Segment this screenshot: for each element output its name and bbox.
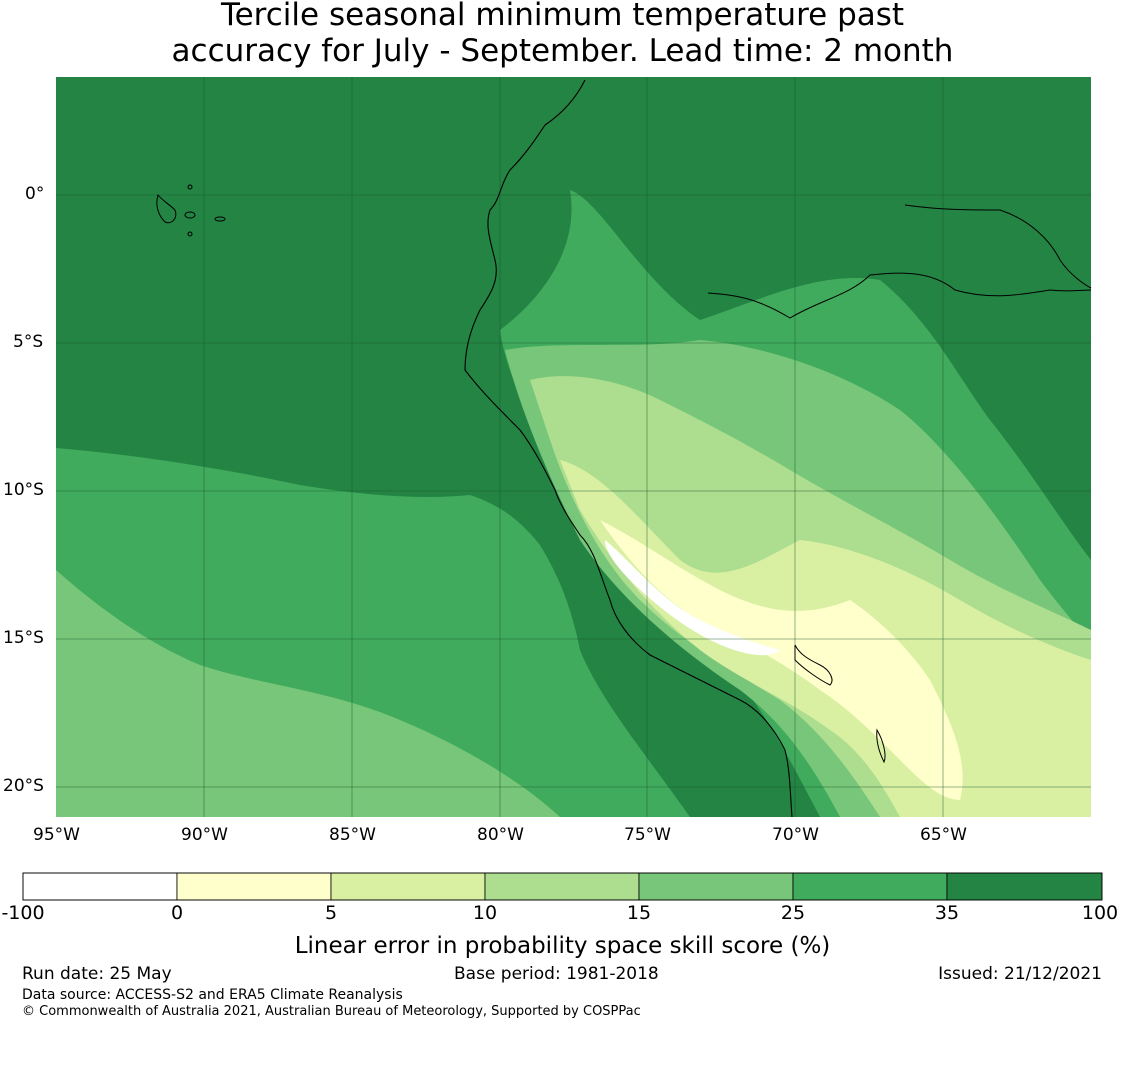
colorbar-tick-35: 35 — [934, 902, 960, 924]
lon-label-95w: 95°W — [33, 825, 80, 845]
data-source: Data source: ACCESS-S2 and ERA5 Climate … — [22, 987, 403, 1003]
colorbar-bin-5 — [638, 872, 794, 901]
grid-lines — [56, 77, 1091, 817]
colorbar-tick-10: 10 — [472, 902, 498, 924]
lon-label-90w: 90°W — [181, 825, 228, 845]
colorbar-tick-15: 15 — [626, 902, 652, 924]
colorbar-bin-4 — [484, 872, 640, 901]
river-amazon — [707, 272, 1092, 319]
colorbar-title: Linear error in probability space skill … — [294, 933, 831, 959]
colorbar-bin-3 — [330, 872, 486, 901]
lat-label-0: 0° — [25, 184, 45, 204]
lon-label-70w: 70°W — [772, 825, 819, 845]
colorbar-tick-100: 100 — [1081, 902, 1119, 924]
colorbar-tick-0: 0 — [170, 902, 184, 924]
colorbar-bin-6 — [792, 872, 948, 901]
lon-label-75w: 75°W — [624, 825, 671, 845]
lat-label-15s: 15°S — [3, 628, 44, 648]
colorbar — [22, 872, 1103, 901]
colorbar-bin-7 — [946, 872, 1103, 901]
lon-label-65w: 65°W — [920, 825, 967, 845]
ocean-light-region — [56, 570, 560, 817]
lat-label-10s: 10°S — [3, 480, 44, 500]
colorbar-bin-1 — [22, 872, 178, 901]
title-line-2: accuracy for July - September. Lead time… — [171, 33, 954, 69]
issued-date: Issued: 21/12/2021 — [938, 964, 1102, 984]
copyright: © Commonwealth of Australia 2021, Austra… — [22, 1004, 641, 1019]
lat-label-20s: 20°S — [3, 776, 44, 796]
colorbar-bin-2 — [176, 872, 332, 901]
title-line-1: Tercile seasonal minimum temperature pas… — [220, 0, 905, 33]
river-amazon-north — [904, 204, 1092, 289]
run-date: Run date: 25 May — [22, 964, 172, 984]
coastline — [464, 79, 793, 818]
lat-label-5s: 5°S — [13, 332, 44, 352]
land-cream-region — [600, 520, 963, 800]
lon-label-85w: 85°W — [329, 825, 376, 845]
lon-label-80w: 80°W — [477, 825, 524, 845]
colorbar-tick-25: 25 — [780, 902, 806, 924]
colorbar-tick-5: 5 — [324, 902, 338, 924]
lake-titicaca — [794, 644, 886, 764]
galapagos-islands — [156, 184, 226, 237]
base-period: Base period: 1981-2018 — [454, 964, 659, 984]
colorbar-tick-minus100: -100 — [1, 902, 45, 924]
